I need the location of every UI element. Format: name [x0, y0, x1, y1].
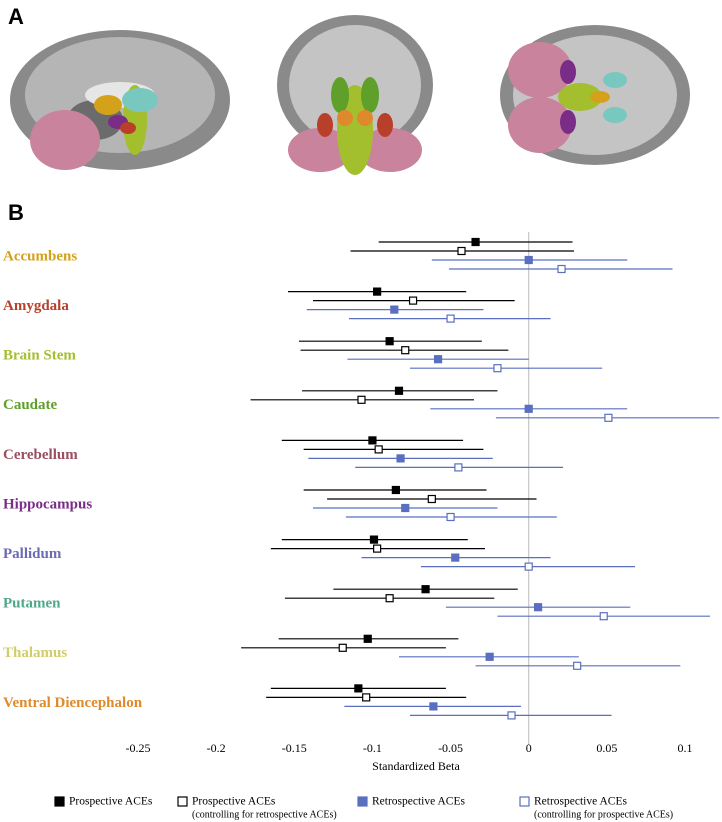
legend-label: Retrospective ACEs: [534, 796, 627, 808]
point-estimate: [390, 305, 399, 314]
point-estimate: [573, 661, 582, 670]
legend-note: (controlling for retrospective ACEs): [192, 809, 337, 820]
x-tick-label: -0.15: [282, 741, 307, 755]
x-tick-label: -0.2: [207, 741, 226, 755]
region-label: Caudate: [3, 397, 58, 413]
point-estimate: [429, 702, 438, 711]
point-estimate: [373, 287, 382, 296]
point-estimate: [385, 337, 394, 346]
point-estimate: [457, 246, 466, 256]
region-label: Cerebellum: [3, 447, 78, 463]
point-estimate: [427, 494, 436, 504]
point-estimate: [604, 413, 613, 422]
point-estimate: [368, 436, 377, 445]
point-estimate: [391, 485, 400, 495]
point-estimate: [524, 404, 533, 413]
point-estimate: [363, 634, 372, 643]
panel-label: A: [8, 4, 24, 29]
legend-swatch: [519, 796, 530, 807]
legend-swatch: [54, 796, 65, 807]
point-estimate: [524, 255, 533, 265]
point-estimate: [362, 693, 371, 702]
legend-swatch: [357, 796, 368, 807]
brain-sagittal: [10, 30, 230, 170]
point-estimate: [433, 355, 443, 364]
point-estimate: [369, 535, 379, 544]
point-estimate: [394, 386, 404, 395]
point-estimate: [493, 364, 502, 373]
point-estimate: [454, 463, 463, 472]
point-estimate: [374, 445, 383, 454]
point-estimate: [354, 684, 363, 693]
region-label: Hippocampus: [3, 496, 92, 512]
x-tick-label: 0.05: [596, 741, 617, 755]
point-estimate: [524, 562, 533, 571]
point-estimate: [471, 237, 480, 247]
point-estimate: [533, 603, 543, 612]
legend-swatch: [177, 796, 188, 807]
legend-label: Retrospective ACEs: [372, 796, 465, 808]
x-tick-label: 0: [526, 741, 532, 755]
x-tick-label: 0.1: [678, 741, 693, 755]
point-estimate: [401, 346, 410, 355]
region-label: Ventral Diencephalon: [3, 695, 143, 711]
region-label: Putamen: [3, 596, 61, 612]
point-estimate: [408, 296, 418, 305]
region-label: Pallidum: [3, 546, 62, 562]
legend-note: (controlling for prospective ACEs): [534, 809, 673, 820]
point-estimate: [357, 395, 366, 404]
point-estimate: [373, 544, 382, 553]
x-tick-label: -0.25: [126, 741, 151, 755]
point-estimate: [446, 512, 455, 522]
point-estimate: [401, 503, 410, 513]
point-estimate: [446, 314, 455, 323]
point-estimate: [485, 652, 494, 661]
point-estimate: [557, 264, 566, 274]
panel-label: B: [8, 200, 24, 225]
region-label: Brain Stem: [3, 348, 76, 364]
x-axis-label: Standardized Beta: [372, 759, 460, 773]
brain-coronal: [277, 15, 433, 175]
legend-label: Prospective ACEs: [192, 796, 276, 808]
region-label: Accumbens: [3, 248, 77, 264]
point-estimate: [385, 594, 394, 603]
point-estimate: [421, 585, 430, 594]
region-label: Thalamus: [3, 645, 67, 661]
point-estimate: [338, 643, 347, 652]
point-estimate: [507, 711, 516, 720]
legend-label: Prospective ACEs: [69, 796, 153, 808]
x-tick-label: -0.1: [363, 741, 382, 755]
x-tick-label: -0.05: [438, 741, 463, 755]
point-estimate: [451, 553, 460, 562]
region-label: Amygdala: [3, 298, 69, 314]
brain-axial: [500, 25, 690, 165]
point-estimate: [396, 454, 405, 463]
point-estimate: [599, 612, 608, 621]
